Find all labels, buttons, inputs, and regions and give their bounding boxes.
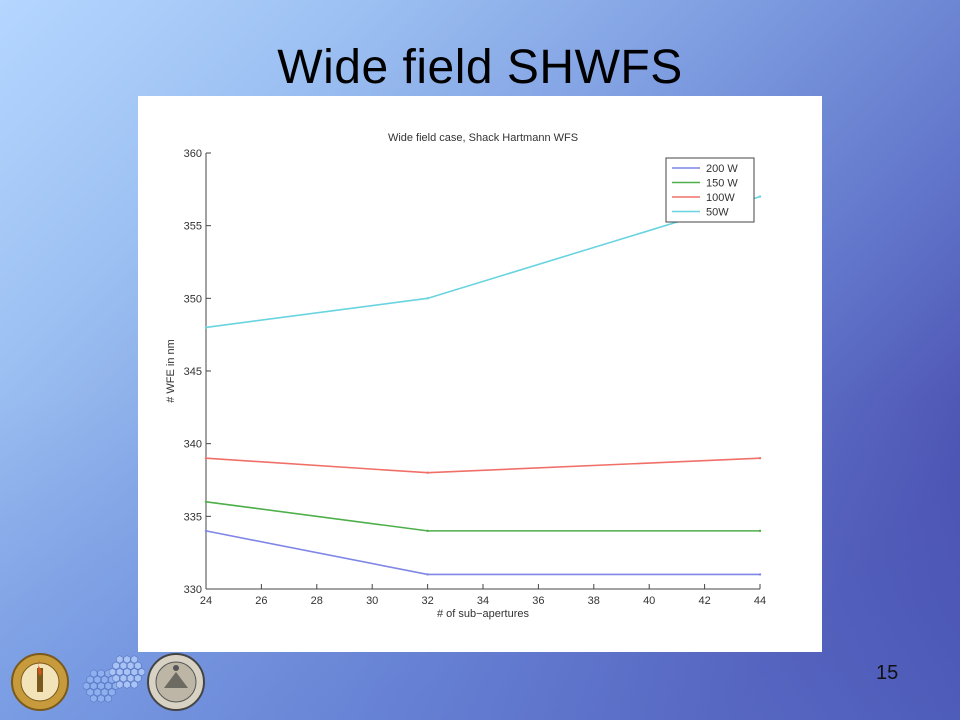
mirror-segment xyxy=(119,661,127,670)
logo-strip xyxy=(11,653,205,711)
x-tick-label: 26 xyxy=(255,595,267,607)
mirror-segment xyxy=(123,655,131,664)
x-tick-label: 32 xyxy=(421,595,433,607)
data-point xyxy=(204,529,208,533)
mirror-segment xyxy=(90,681,98,691)
slide-title: Wide field SHWFS xyxy=(277,41,683,94)
mirror-segment xyxy=(130,667,138,677)
legend-entry: 150 W xyxy=(706,178,738,190)
x-axis-label: # of sub−apertures xyxy=(437,608,530,620)
tmt-mirror-segments-logo xyxy=(82,655,146,703)
mirror-segment xyxy=(82,681,90,691)
y-tick-label: 355 xyxy=(184,221,202,233)
data-point xyxy=(426,297,429,300)
legend-entry: 50W xyxy=(706,207,729,219)
mirror-segment xyxy=(93,688,101,697)
x-tick-label: 40 xyxy=(643,595,655,607)
mirror-segment xyxy=(130,680,138,689)
mirror-segment xyxy=(134,661,142,670)
data-point xyxy=(204,457,208,460)
data-point xyxy=(204,500,208,503)
x-tick-label: 38 xyxy=(588,595,600,607)
y-tick-label: 350 xyxy=(184,293,202,305)
x-tick-label: 28 xyxy=(311,595,323,607)
mirror-segment xyxy=(97,669,105,678)
mirror-segment xyxy=(116,667,124,677)
data-point xyxy=(204,326,208,329)
x-tick-label: 44 xyxy=(754,595,766,607)
y-axis-label: # WFE in nm xyxy=(165,339,177,403)
series-line-150w xyxy=(205,501,760,532)
x-tick-label: 42 xyxy=(698,595,710,607)
mirror-segment xyxy=(112,674,120,683)
mirror-segment xyxy=(123,667,131,677)
series-line-200w xyxy=(205,530,760,576)
mirror-segment xyxy=(138,667,146,677)
mirror-segment xyxy=(93,675,101,684)
data-point xyxy=(758,457,762,460)
mirror-segment xyxy=(116,655,124,664)
data-point xyxy=(426,471,429,474)
y-tick-label: 360 xyxy=(184,148,202,160)
data-point xyxy=(758,573,762,576)
page-number: 15 xyxy=(876,662,899,684)
data-point xyxy=(758,529,762,533)
mirror-segment xyxy=(123,680,131,689)
mirror-segment xyxy=(97,694,105,703)
data-point xyxy=(758,195,762,198)
mirror-segment xyxy=(119,674,127,683)
caltech-seal-logo xyxy=(11,653,69,711)
mirror-segment xyxy=(127,674,135,683)
legend-entry: 100W xyxy=(706,192,735,204)
mirror-segment xyxy=(86,675,94,684)
data-point xyxy=(426,529,429,533)
mirror-segment xyxy=(86,688,94,697)
uc-seal-logo xyxy=(147,653,205,711)
chart-title: Wide field case, Shack Hartmann WFS xyxy=(388,132,578,144)
x-tick-label: 36 xyxy=(532,595,544,607)
y-tick-label: 345 xyxy=(184,366,202,378)
mirror-segment xyxy=(97,681,105,691)
mirror-segment xyxy=(108,667,116,677)
mirror-segment xyxy=(108,688,116,697)
y-tick-label: 340 xyxy=(184,439,202,451)
x-tick-label: 34 xyxy=(477,595,489,607)
data-point xyxy=(426,573,429,576)
mirror-segment xyxy=(90,694,98,703)
series-line-100w xyxy=(205,457,761,474)
legend-entry: 200 W xyxy=(706,163,738,175)
mirror-segment xyxy=(104,681,112,691)
mirror-segment xyxy=(116,680,124,689)
y-tick-label: 330 xyxy=(184,584,202,596)
mirror-segment xyxy=(104,694,112,703)
mirror-segment xyxy=(90,669,98,678)
x-tick-label: 24 xyxy=(200,595,212,607)
mirror-segment xyxy=(134,674,142,683)
mirror-segment xyxy=(101,688,109,697)
mirror-segment xyxy=(101,675,109,684)
mirror-segment xyxy=(112,661,120,670)
chart-panel: Wide field case, Shack Hartmann WFS 24 26 2… xyxy=(138,96,822,652)
mirror-segment xyxy=(127,661,135,670)
line-chart: Wide field case, Shack Hartmann WFS 24 26 2… xyxy=(165,132,766,620)
y-tick-label: 335 xyxy=(184,511,202,523)
mirror-segment xyxy=(130,655,138,664)
x-tick-label: 30 xyxy=(366,595,378,607)
